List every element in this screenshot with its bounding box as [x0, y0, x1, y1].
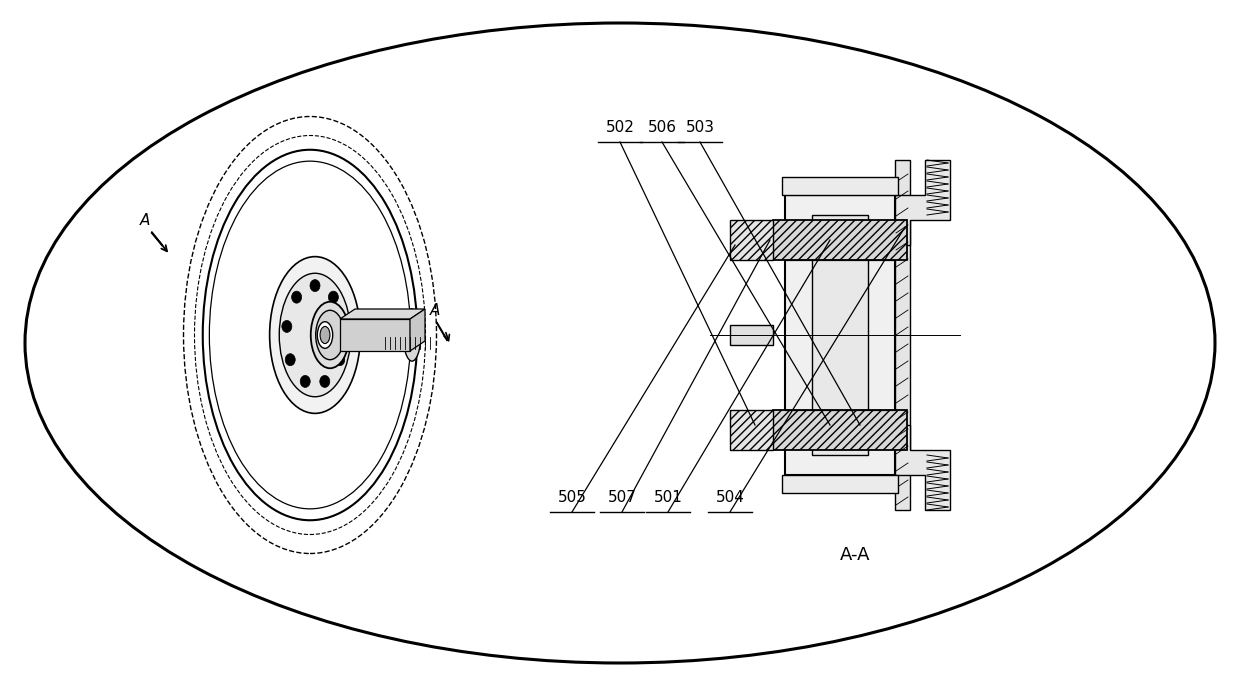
Text: 506: 506: [647, 120, 677, 135]
Ellipse shape: [269, 257, 361, 413]
Bar: [730, 410, 773, 450]
Ellipse shape: [25, 23, 1215, 663]
Text: 503: 503: [686, 120, 714, 135]
Ellipse shape: [320, 327, 330, 344]
Ellipse shape: [310, 279, 320, 292]
Text: 501: 501: [653, 490, 682, 505]
Bar: [730, 220, 773, 260]
Ellipse shape: [311, 302, 350, 369]
Text: 502: 502: [605, 120, 635, 135]
Polygon shape: [340, 309, 425, 319]
Bar: [730, 325, 773, 345]
Bar: [782, 475, 898, 493]
Text: A: A: [430, 303, 440, 318]
Text: 505: 505: [558, 490, 587, 505]
Bar: [773, 220, 906, 260]
Polygon shape: [340, 319, 410, 351]
Polygon shape: [410, 309, 425, 351]
Text: 507: 507: [608, 490, 636, 505]
Polygon shape: [895, 160, 950, 245]
Ellipse shape: [329, 291, 339, 303]
Ellipse shape: [339, 321, 348, 332]
Ellipse shape: [320, 375, 330, 388]
Ellipse shape: [403, 309, 420, 361]
Ellipse shape: [281, 321, 291, 332]
Text: A: A: [140, 213, 150, 228]
Ellipse shape: [291, 291, 301, 303]
Bar: [812, 215, 868, 455]
Ellipse shape: [317, 322, 332, 348]
Text: 504: 504: [715, 490, 744, 505]
Ellipse shape: [316, 310, 345, 360]
Ellipse shape: [279, 273, 351, 397]
Polygon shape: [895, 425, 950, 510]
Bar: [773, 410, 906, 450]
Bar: [785, 195, 895, 475]
Ellipse shape: [285, 353, 295, 366]
Text: A-A: A-A: [839, 546, 870, 564]
Ellipse shape: [300, 375, 310, 388]
Bar: [895, 160, 910, 510]
Ellipse shape: [335, 353, 345, 366]
Bar: [782, 177, 898, 195]
